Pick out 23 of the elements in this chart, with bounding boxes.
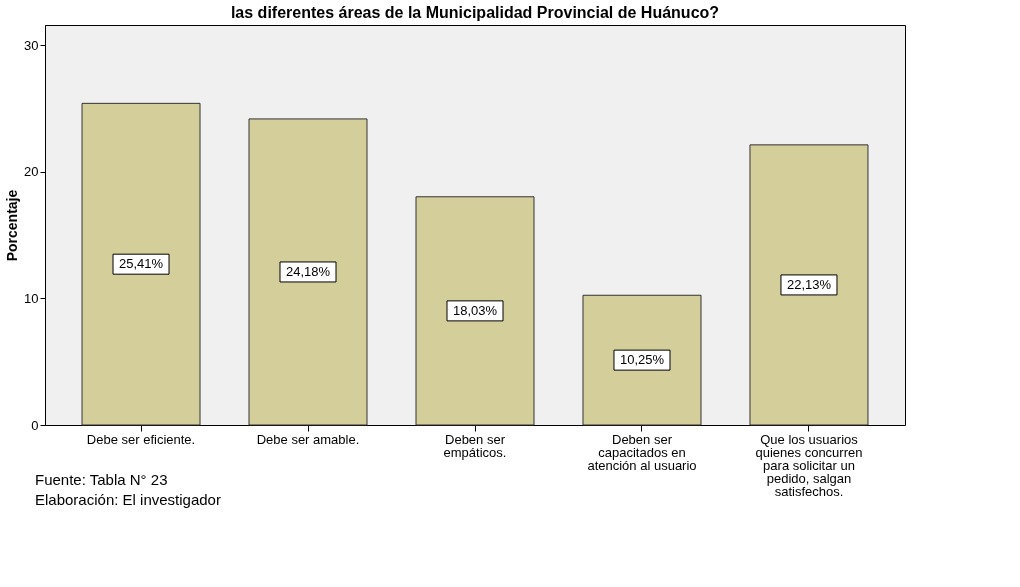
data-label: 10,25% (619, 352, 665, 368)
chart-title: las diferentes áreas de la Municipalidad Provincial de Huánuco? (230, 4, 720, 21)
data-label: 25,41% (118, 256, 164, 272)
bar (415, 196, 535, 426)
x-tick-label: Debe ser eficiente. (86, 431, 196, 447)
source-note: Fuente: Tabla N° 23 (35, 471, 168, 488)
y-tick-label: 20 (24, 164, 39, 180)
bar (248, 118, 368, 426)
y-tick-label: 10 (24, 290, 39, 306)
x-tick-label: Debe ser amable. (256, 431, 360, 447)
y-tick-label: 0 (31, 417, 39, 433)
text: Elaboración: El investigador (35, 491, 221, 508)
x-tick-label: Deben ser empáticos. (443, 431, 507, 460)
y-tick-label: 30 (24, 37, 39, 53)
bar (749, 144, 869, 426)
y-axis-title: Porcentaje (4, 189, 21, 262)
bar (81, 102, 201, 426)
data-label: 18,03% (452, 302, 498, 318)
x-tick-label: Deben ser capacitados en atención al usuario (587, 431, 697, 473)
data-label: 24,18% (285, 263, 331, 279)
data-label: 22,13% (786, 276, 832, 292)
x-tick-label: Que los usuarios quienes concurren para solicitar un pedido, salgan satisfechos. (755, 431, 863, 499)
bar (582, 294, 702, 426)
